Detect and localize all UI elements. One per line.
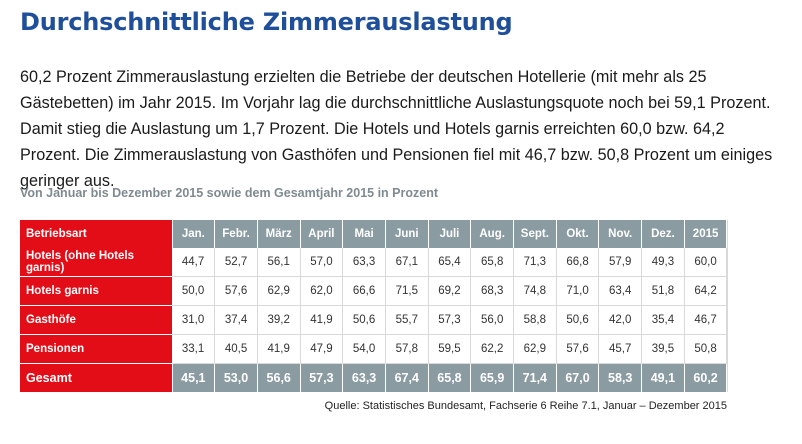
table-cell: 57,6: [556, 334, 600, 364]
table-cell: 45,7: [598, 334, 643, 364]
table-cell: 59,5: [428, 334, 472, 364]
table-cell: 57,6: [214, 276, 258, 306]
table-cell: 65,8: [428, 363, 472, 392]
table-cell: 33,1: [172, 334, 216, 364]
table-cell: 41,9: [300, 305, 344, 335]
table-cell: 71,5: [385, 276, 429, 306]
source-note: Quelle: Statistisches Bundesamt, Fachser…: [324, 400, 727, 412]
table-cell: 60,0: [684, 248, 728, 277]
table-cell: 39,2: [257, 305, 301, 335]
table-cell: 65,4: [428, 248, 472, 277]
table-row: Pensionen 33,1 40,5 41,9 47,9 54,0 57,8 …: [20, 334, 728, 364]
table-cell: 62,9: [257, 276, 301, 306]
table-cell: 42,0: [598, 305, 643, 335]
table-cell: 62,2: [470, 334, 514, 364]
column-header: Febr.: [214, 220, 258, 248]
table-cell: 69,2: [428, 276, 472, 306]
table-cell: 50,6: [342, 305, 386, 335]
table-cell: 63,3: [342, 363, 386, 392]
column-header: Mai: [342, 220, 386, 248]
row-label: Hotels garnis: [20, 276, 172, 306]
column-header: Nov.: [598, 220, 643, 248]
column-header: Betriebsart: [20, 220, 173, 248]
table-cell: 71,3: [513, 248, 557, 277]
row-label: Pensionen: [20, 334, 172, 364]
table-cell: 44,7: [172, 248, 216, 277]
table-cell: 53,0: [214, 363, 258, 392]
table-cell: 67,0: [556, 363, 600, 392]
table-cell: 58,3: [598, 363, 643, 392]
table-cell: 40,5: [214, 334, 258, 364]
occupancy-table: Betriebsart Jan. Febr. März April Mai Ju…: [20, 220, 728, 392]
table-cell: 50,0: [172, 276, 216, 306]
column-header: Okt.: [556, 220, 600, 248]
table-row: Gasthöfe 31,0 37,4 39,2 41,9 50,6 55,7 5…: [20, 305, 728, 335]
table-cell: 57,9: [598, 248, 643, 277]
table-cell: 57,3: [428, 305, 472, 335]
table-cell: 66,6: [342, 276, 386, 306]
table-cell: 66,8: [556, 248, 600, 277]
table-cell: 49,1: [641, 363, 685, 392]
table-total-row: Gesamt 45,1 53,0 56,6 57,3 63,3 67,4 65,…: [20, 363, 728, 392]
column-header: März: [257, 220, 301, 248]
table-cell: 58,8: [513, 305, 557, 335]
table-cell: 49,3: [641, 248, 685, 277]
table-cell: 31,0: [172, 305, 216, 335]
table-cell: 71,4: [513, 363, 557, 392]
column-header: Jan.: [172, 220, 216, 248]
row-label: Hotels (ohne Hotels garnis): [20, 248, 172, 277]
table-cell: 54,0: [342, 334, 386, 364]
column-header: Juni: [385, 220, 429, 248]
column-header: Juli: [428, 220, 472, 248]
table-cell: 45,1: [172, 363, 216, 392]
table-cell: 46,7: [684, 305, 728, 335]
table-cell: 55,7: [385, 305, 429, 335]
column-header: Aug.: [470, 220, 514, 248]
table-cell: 64,2: [684, 276, 728, 306]
column-header: April: [300, 220, 344, 248]
table-cell: 67,1: [385, 248, 429, 277]
table-cell: 74,8: [513, 276, 557, 306]
table-header-row: Betriebsart Jan. Febr. März April Mai Ju…: [20, 220, 728, 248]
table-cell: 63,4: [598, 276, 643, 306]
page-title: Durchschnittliche Zimmerauslastung: [20, 8, 513, 36]
table-cell: 50,6: [556, 305, 600, 335]
table-cell: 67,4: [385, 363, 429, 392]
table-cell: 41,9: [257, 334, 301, 364]
row-label: Gasthöfe: [20, 305, 172, 335]
table-cell: 51,8: [641, 276, 685, 306]
table-cell: 50,8: [684, 334, 728, 364]
table-cell: 35,4: [641, 305, 685, 335]
row-label: Gesamt: [20, 363, 173, 392]
table-cell: 47,9: [300, 334, 344, 364]
table-row: Hotels (ohne Hotels garnis) 44,7 52,7 56…: [20, 248, 728, 277]
table-cell: 57,3: [300, 363, 344, 392]
table-cell: 56,0: [470, 305, 514, 335]
column-header: Sept.: [513, 220, 557, 248]
table-cell: 57,0: [300, 248, 344, 277]
table-row: Hotels garnis 50,0 57,6 62,9 62,0 66,6 7…: [20, 276, 728, 306]
table-cell: 63,3: [342, 248, 386, 277]
table-cell: 39,5: [641, 334, 685, 364]
table-cell: 62,0: [300, 276, 344, 306]
intro-paragraph: 60,2 Prozent Zimmerauslastung erzielten …: [20, 68, 773, 190]
table-cell: 56,6: [257, 363, 301, 392]
table-cell: 65,9: [470, 363, 514, 392]
table-cell: 37,4: [214, 305, 258, 335]
table-cell: 65,8: [470, 248, 514, 277]
table-caption: Von Januar bis Dezember 2015 sowie dem G…: [20, 186, 438, 200]
table-cell: 71,0: [556, 276, 600, 306]
table-cell: 62,9: [513, 334, 557, 364]
table-cell: 52,7: [214, 248, 258, 277]
column-header: Dez.: [641, 220, 685, 248]
occupancy-table-container: Betriebsart Jan. Febr. März April Mai Ju…: [20, 220, 728, 392]
table-cell: 60,2: [684, 363, 728, 392]
column-header: 2015: [684, 220, 728, 248]
table-cell: 56,1: [257, 248, 301, 277]
table-cell: 57,8: [385, 334, 429, 364]
table-cell: 68,3: [470, 276, 514, 306]
